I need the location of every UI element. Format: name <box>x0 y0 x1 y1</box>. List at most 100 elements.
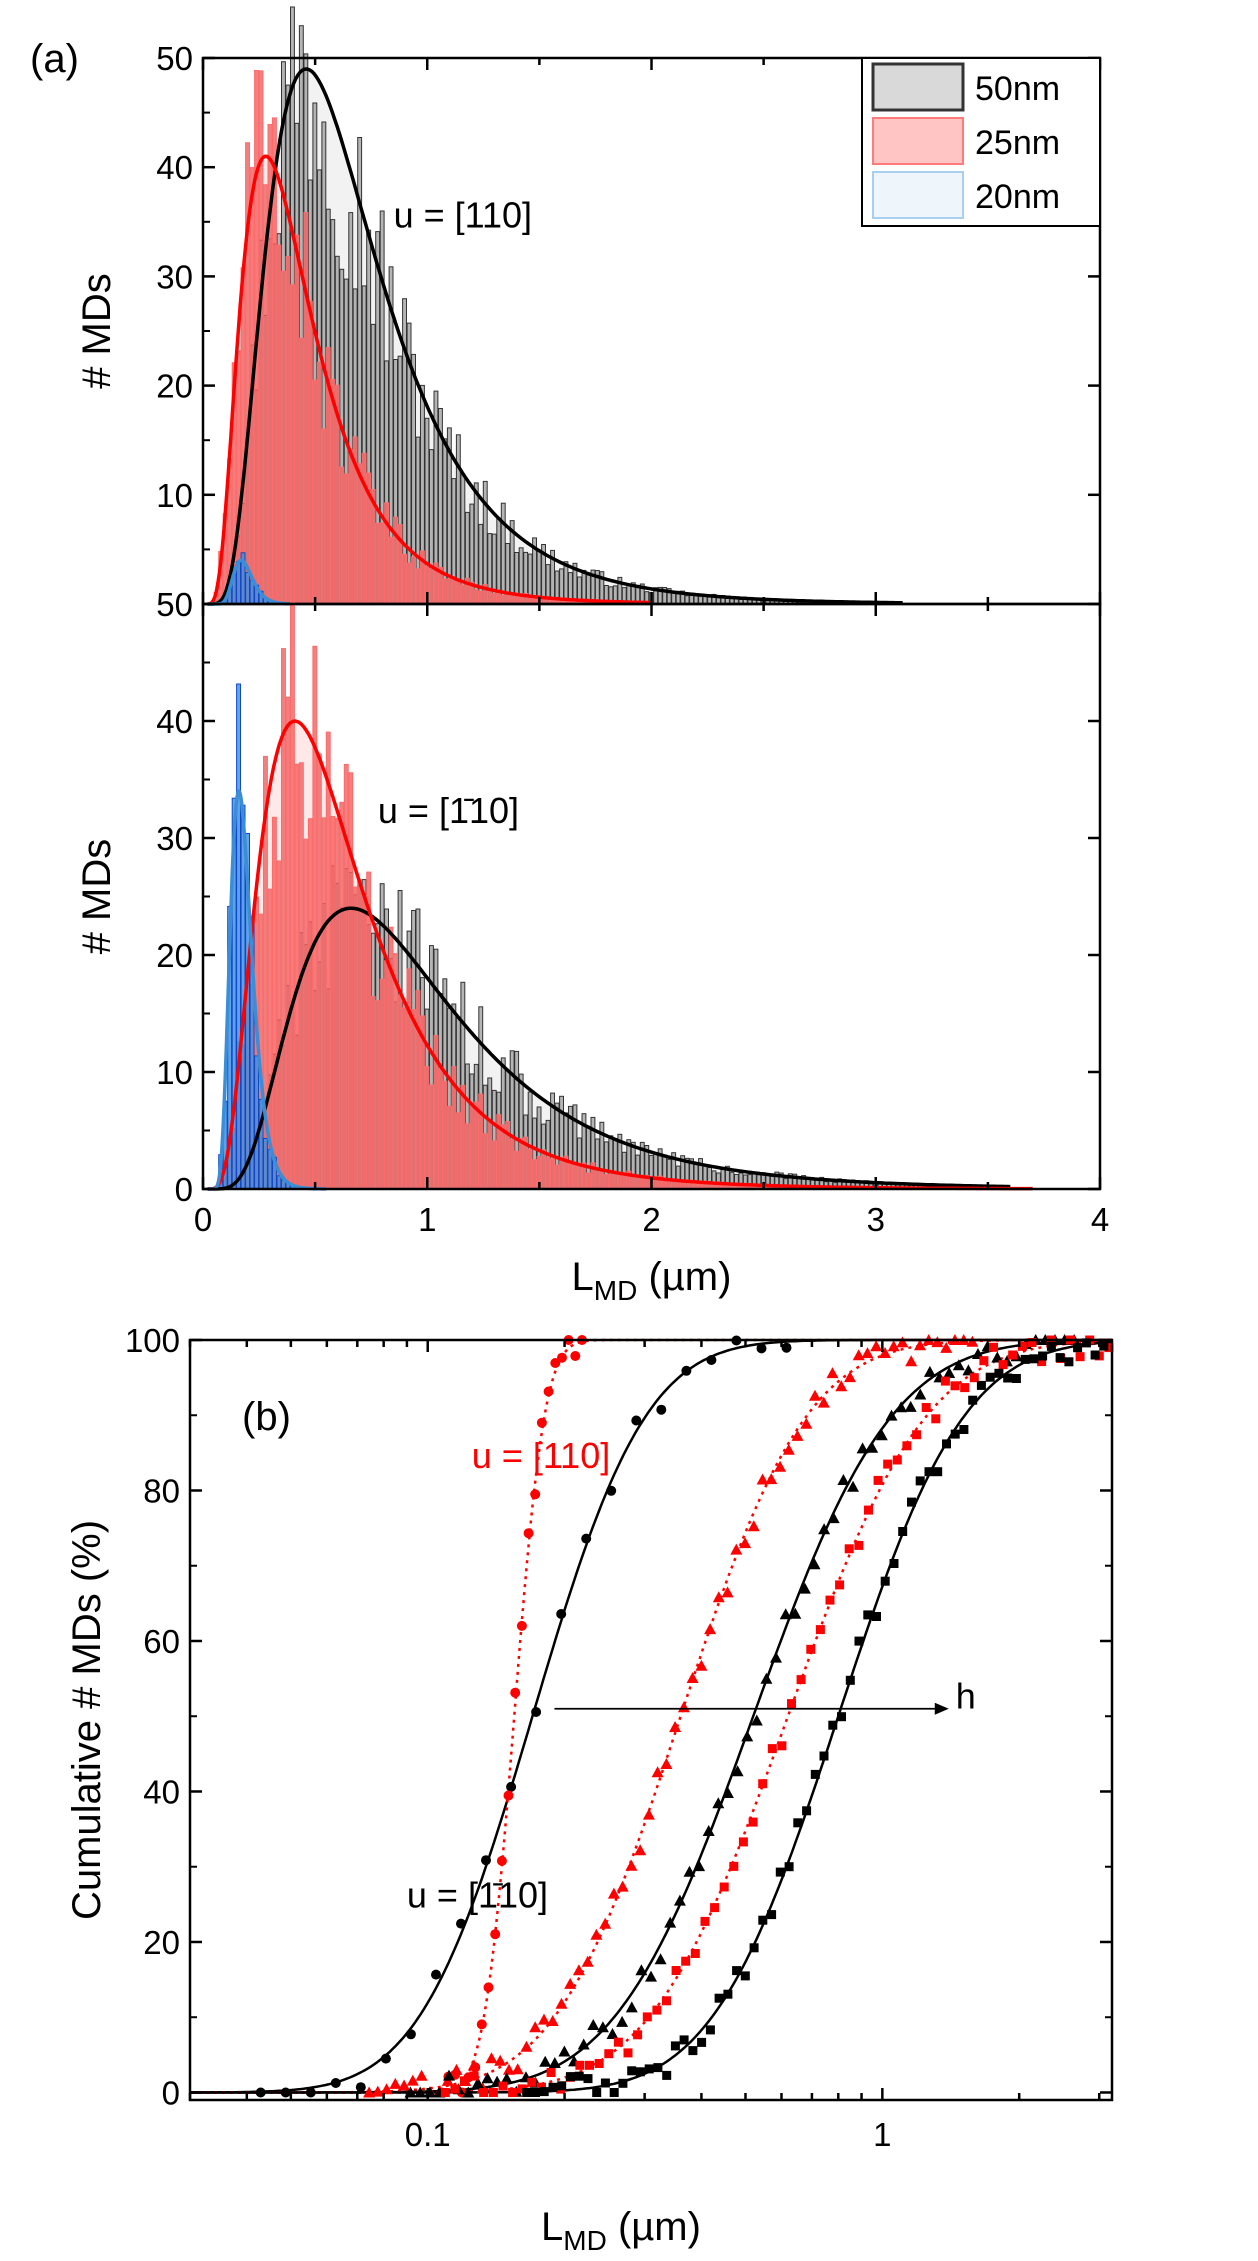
data-point-circle-black <box>581 1533 592 1544</box>
data-point-square-red <box>738 1837 748 1847</box>
bar-25nm <box>343 763 349 1190</box>
bar-25nm <box>451 577 457 605</box>
data-point-triangle-black <box>645 1970 657 1982</box>
data-point-square-red <box>585 2060 594 2070</box>
data-point-circle-black <box>506 1781 517 1792</box>
data-point-triangle-black <box>500 2072 513 2084</box>
bar-25nm <box>402 1007 408 1190</box>
data-point-square-black <box>583 2074 593 2084</box>
bar-25nm <box>375 522 381 605</box>
data-point-triangle-red <box>651 1766 664 1778</box>
data-point-square-black <box>566 2072 575 2082</box>
data-point-square-black <box>793 1818 803 1828</box>
data-point-circle-red <box>550 1358 561 1368</box>
bar-25nm <box>339 801 345 1190</box>
data-point-triangle-black <box>750 1714 763 1726</box>
data-point-triangle-black <box>866 1441 879 1453</box>
data-point-triangle-red <box>774 1460 787 1472</box>
data-point-square-red <box>796 1675 806 1685</box>
bar-25nm <box>424 1066 430 1190</box>
data-point-circle-red <box>510 1687 521 1698</box>
legend-swatch-50nm <box>871 62 965 112</box>
bar-20nm <box>236 683 242 1190</box>
data-point-square-red <box>758 1779 768 1789</box>
data-point-triangle-black <box>654 1953 667 1965</box>
data-point-triangle-black <box>693 1860 706 1872</box>
data-point-square-black <box>1090 1350 1100 1360</box>
data-point-triangle-red <box>415 2069 428 2081</box>
data-point-square-black <box>758 1915 768 1925</box>
data-point-square-red <box>488 2088 498 2097</box>
data-point-triangle-black <box>943 1367 956 1378</box>
data-point-circle-red <box>476 2019 487 2030</box>
bar-25nm <box>348 772 354 1190</box>
data-point-square-black <box>635 2067 645 2077</box>
bar-20nm <box>245 572 251 605</box>
data-point-square-red <box>979 1356 989 1366</box>
data-point-circle-red <box>570 1351 581 1361</box>
data-point-square-red <box>1017 1341 1027 1351</box>
cumulative-plot: 0 20 40 60 80 100 0.1 1 u = [110] u = [1̄10] h Cumu… <box>65 1322 1114 2256</box>
bar-25nm <box>411 1009 417 1190</box>
bar-20nm <box>276 1175 282 1190</box>
data-point-triangle-black <box>539 2055 552 2067</box>
data-point-triangle-black <box>808 1558 821 1570</box>
data-point-triangle-red <box>485 2052 498 2064</box>
data-point-circle-red <box>523 1528 534 1539</box>
data-point-triangle-red <box>712 1591 725 1603</box>
bar-25nm <box>550 1158 555 1190</box>
data-point-triangle-red <box>520 2040 533 2052</box>
data-point-triangle-red <box>686 1672 699 1683</box>
data-point-triangle-black <box>462 2086 475 2098</box>
bar-25nm <box>298 337 304 605</box>
bar-25nm <box>375 1000 381 1190</box>
y-tick-label: 40 <box>156 703 193 740</box>
bar-25nm <box>325 731 331 1190</box>
data-point-circle-red <box>503 1790 514 1801</box>
data-point-square-black <box>1011 1374 1021 1383</box>
data-point-square-black <box>732 1966 742 1976</box>
data-point-triangle-red <box>817 1396 830 1408</box>
data-point-triangle-black <box>712 1797 725 1809</box>
data-point-square-black <box>1099 1341 1109 1351</box>
data-point-circle-red <box>536 1417 547 1428</box>
data-point-square-red <box>806 1644 816 1654</box>
bar-25nm <box>603 1174 609 1190</box>
data-point-triangle-black <box>885 1409 898 1421</box>
y-tick-label: 50 <box>156 40 193 77</box>
data-point-triangle-red <box>914 1339 926 1351</box>
legend-swatch-25nm <box>872 117 964 165</box>
data-point-square-black <box>828 1720 838 1730</box>
data-point-triangle-red <box>572 1964 585 1976</box>
bar-20nm <box>263 1138 268 1190</box>
data-point-square-black <box>959 1425 969 1434</box>
data-point-triangle-black <box>558 2045 571 2057</box>
x-tick-label: 1 <box>418 1201 436 1238</box>
data-point-square-black <box>1064 1357 1074 1367</box>
bar-25nm <box>285 696 291 1190</box>
data-point-square-red <box>469 2071 479 2081</box>
data-point-triangle-red <box>616 1880 629 1892</box>
data-point-triangle-red <box>555 1997 568 2009</box>
plot-frame <box>188 1338 1114 2102</box>
data-point-square-red <box>960 1383 970 1393</box>
y-axis-label: Cumulative # MDs (%) <box>65 1520 109 1920</box>
bar-25nm <box>639 1178 645 1190</box>
bar-25nm <box>509 594 515 605</box>
y-axis-label: # MDs <box>75 273 119 389</box>
data-point-circle-black <box>305 2087 316 2098</box>
data-point-square-black <box>872 1612 881 1621</box>
data-point-circle-red <box>530 1489 541 1500</box>
plot-annotation: u = [1̄10] <box>407 1874 548 1915</box>
data-point-triangle-red <box>634 1844 647 1856</box>
bar-25nm <box>303 212 309 605</box>
data-point-triangle-black <box>991 1351 1004 1363</box>
bar-25nm <box>285 256 291 605</box>
bar-50nm <box>689 594 694 605</box>
y-tick-label: 80 <box>143 1472 180 1509</box>
data-point-triangle-red <box>931 1336 944 1348</box>
data-point-circle-red <box>557 1352 567 1363</box>
legend-label-50nm: 50nm <box>975 70 1060 108</box>
data-point-triangle-red <box>756 1473 769 1485</box>
data-point-square-black <box>819 1751 829 1761</box>
